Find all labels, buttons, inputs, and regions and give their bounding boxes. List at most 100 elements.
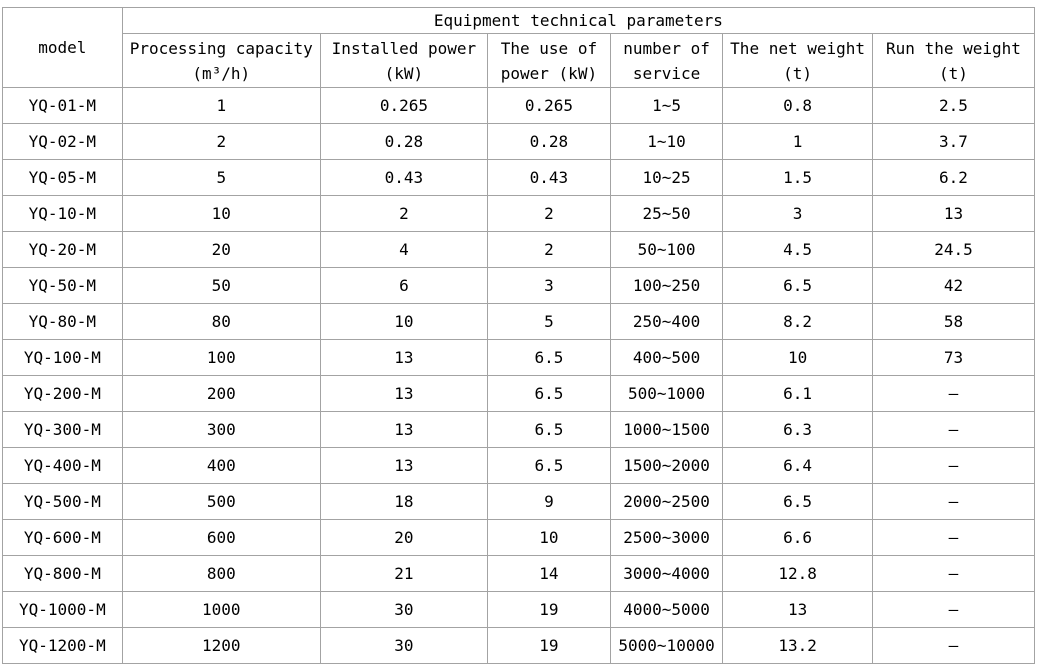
header-line: The use of <box>500 38 598 58</box>
value-cell: 4000~5000 <box>609 591 724 628</box>
value-cell: 21 <box>319 555 489 592</box>
value-cell: 500 <box>121 483 321 520</box>
model-cell: YQ-800-M <box>2 555 123 592</box>
value-cell: 13.2 <box>722 627 873 664</box>
value-cell: 6.4 <box>722 447 873 484</box>
value-cell: 8.2 <box>722 303 873 340</box>
value-cell: 0.28 <box>319 123 489 160</box>
header-unit: (m³/h) <box>192 63 251 83</box>
value-cell: 1~10 <box>609 123 724 160</box>
header-unit: (kW) <box>384 63 424 83</box>
model-cell: YQ-400-M <box>2 447 123 484</box>
value-cell: 5 <box>121 159 321 196</box>
column-header-run-weight: Run the weight (t) <box>871 33 1036 88</box>
table-row: YQ-05-M 5 0.43 0.43 10~25 1.5 6.2 <box>2 159 1036 196</box>
value-cell: 30 <box>319 591 489 628</box>
model-cell: YQ-02-M <box>2 123 123 160</box>
value-cell: 400~500 <box>609 339 724 376</box>
value-cell: 1~5 <box>609 87 724 124</box>
value-cell: 50~100 <box>609 231 724 268</box>
value-cell: 2000~2500 <box>609 483 724 520</box>
value-cell: 24.5 <box>871 231 1036 268</box>
value-cell: 6.5 <box>487 447 611 484</box>
header-unit: power (kW) <box>500 63 598 83</box>
value-cell: 0.43 <box>319 159 489 196</box>
value-cell: — <box>871 627 1036 664</box>
value-cell: 800 <box>121 555 321 592</box>
value-cell: 6.5 <box>722 483 873 520</box>
value-cell: 1200 <box>121 627 321 664</box>
value-cell: 6.6 <box>722 519 873 556</box>
model-column-header: model <box>2 7 123 88</box>
table-row: YQ-02-M 2 0.28 0.28 1~10 1 3.7 <box>2 123 1036 160</box>
value-cell: 42 <box>871 267 1036 304</box>
value-cell: 0.265 <box>487 87 611 124</box>
value-cell: 1500~2000 <box>609 447 724 484</box>
value-cell: 58 <box>871 303 1036 340</box>
value-cell: 2 <box>487 195 611 232</box>
table-row: YQ-80-M 80 10 5 250~400 8.2 58 <box>2 303 1036 340</box>
header-unit: service <box>632 63 701 83</box>
header-line: number of <box>623 38 710 58</box>
value-cell: 0.265 <box>319 87 489 124</box>
column-header-use-of-power: The use of power (kW) <box>487 33 611 88</box>
model-cell: YQ-500-M <box>2 483 123 520</box>
value-cell: 3000~4000 <box>609 555 724 592</box>
value-cell: 1.5 <box>722 159 873 196</box>
model-cell: YQ-80-M <box>2 303 123 340</box>
model-cell: YQ-200-M <box>2 375 123 412</box>
value-cell: 50 <box>121 267 321 304</box>
value-cell: 300 <box>121 411 321 448</box>
value-cell: 100~250 <box>609 267 724 304</box>
equipment-parameters-table: model Equipment technical parameters Pro… <box>2 7 1036 664</box>
column-header-number-of-service: number of service <box>609 33 724 88</box>
value-cell: 12.8 <box>722 555 873 592</box>
value-cell: 13 <box>871 195 1036 232</box>
value-cell: 30 <box>319 627 489 664</box>
value-cell: 6.5 <box>722 267 873 304</box>
value-cell: 500~1000 <box>609 375 724 412</box>
value-cell: — <box>871 375 1036 412</box>
value-cell: 1 <box>121 87 321 124</box>
title-row: model Equipment technical parameters <box>2 7 1036 88</box>
value-cell: 3 <box>722 195 873 232</box>
value-cell: 6.1 <box>722 375 873 412</box>
value-cell: 100 <box>121 339 321 376</box>
value-cell: 10 <box>121 195 321 232</box>
value-cell: 3 <box>487 267 611 304</box>
value-cell: 2.5 <box>871 87 1036 124</box>
value-cell: 2500~3000 <box>609 519 724 556</box>
column-header-net-weight: The net weight (t) <box>722 33 873 88</box>
value-cell: 20 <box>319 519 489 556</box>
value-cell: 6.5 <box>487 411 611 448</box>
model-cell: YQ-10-M <box>2 195 123 232</box>
table-title: Equipment technical parameters <box>121 7 1036 34</box>
model-cell: YQ-300-M <box>2 411 123 448</box>
table-row: YQ-1000-M 1000 30 19 4000~5000 13— <box>2 591 1036 628</box>
value-cell: — <box>871 411 1036 448</box>
value-cell: 2 <box>319 195 489 232</box>
value-cell: 10 <box>319 303 489 340</box>
value-cell: 3.7 <box>871 123 1036 160</box>
value-cell: 6.2 <box>871 159 1036 196</box>
value-cell: 73 <box>871 339 1036 376</box>
value-cell: 13 <box>319 447 489 484</box>
model-cell: YQ-01-M <box>2 87 123 124</box>
model-cell: YQ-100-M <box>2 339 123 376</box>
table-row: YQ-10-M 10 2 2 25~50 3 13 <box>2 195 1036 232</box>
column-header-installed-power: Installed power (kW) <box>319 33 489 88</box>
value-cell: 4 <box>319 231 489 268</box>
value-cell: 250~400 <box>609 303 724 340</box>
value-cell: 0.43 <box>487 159 611 196</box>
table-row: YQ-01-M 1 0.265 0.265 1~5 0.8 2.5 <box>2 87 1036 124</box>
value-cell: 600 <box>121 519 321 556</box>
value-cell: 0.8 <box>722 87 873 124</box>
model-cell: YQ-50-M <box>2 267 123 304</box>
value-cell: 10 <box>487 519 611 556</box>
value-cell: 1000 <box>121 591 321 628</box>
table-row: YQ-400-M 400 13 6.5 1500~2000 6.4— <box>2 447 1036 484</box>
header-line: The net weight <box>730 38 866 58</box>
value-cell: 19 <box>487 627 611 664</box>
value-cell: — <box>871 483 1036 520</box>
value-cell: 14 <box>487 555 611 592</box>
